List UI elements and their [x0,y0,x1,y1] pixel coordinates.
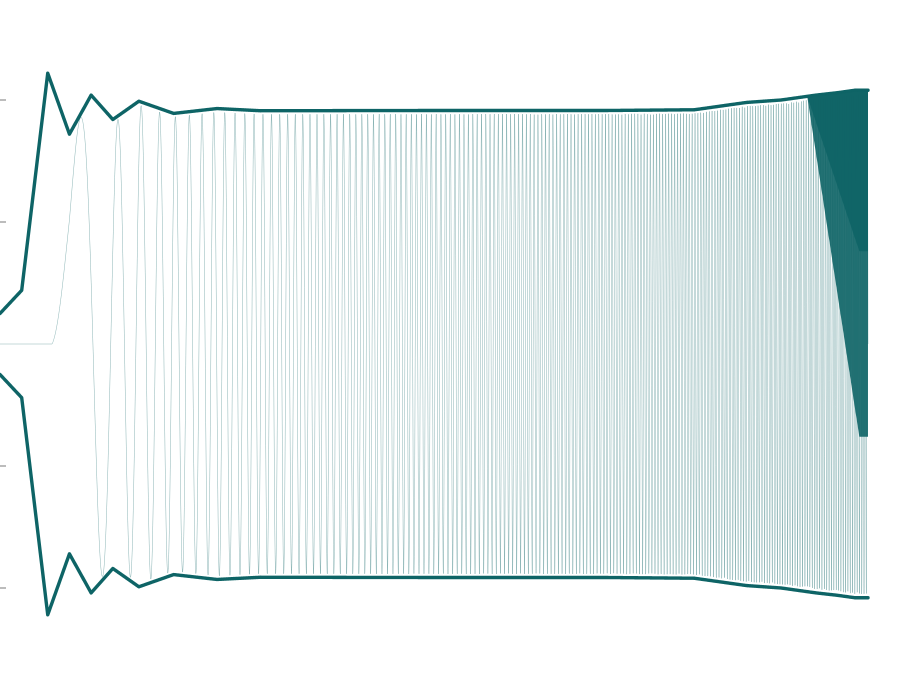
chirp-signal-line [0,94,869,594]
lower-saturation-band [807,90,868,437]
envelope-layer [0,71,870,617]
y-axis [0,99,6,589]
lower-envelope-line [0,372,870,617]
upper-envelope-line [0,71,870,316]
plot-area [0,94,869,594]
